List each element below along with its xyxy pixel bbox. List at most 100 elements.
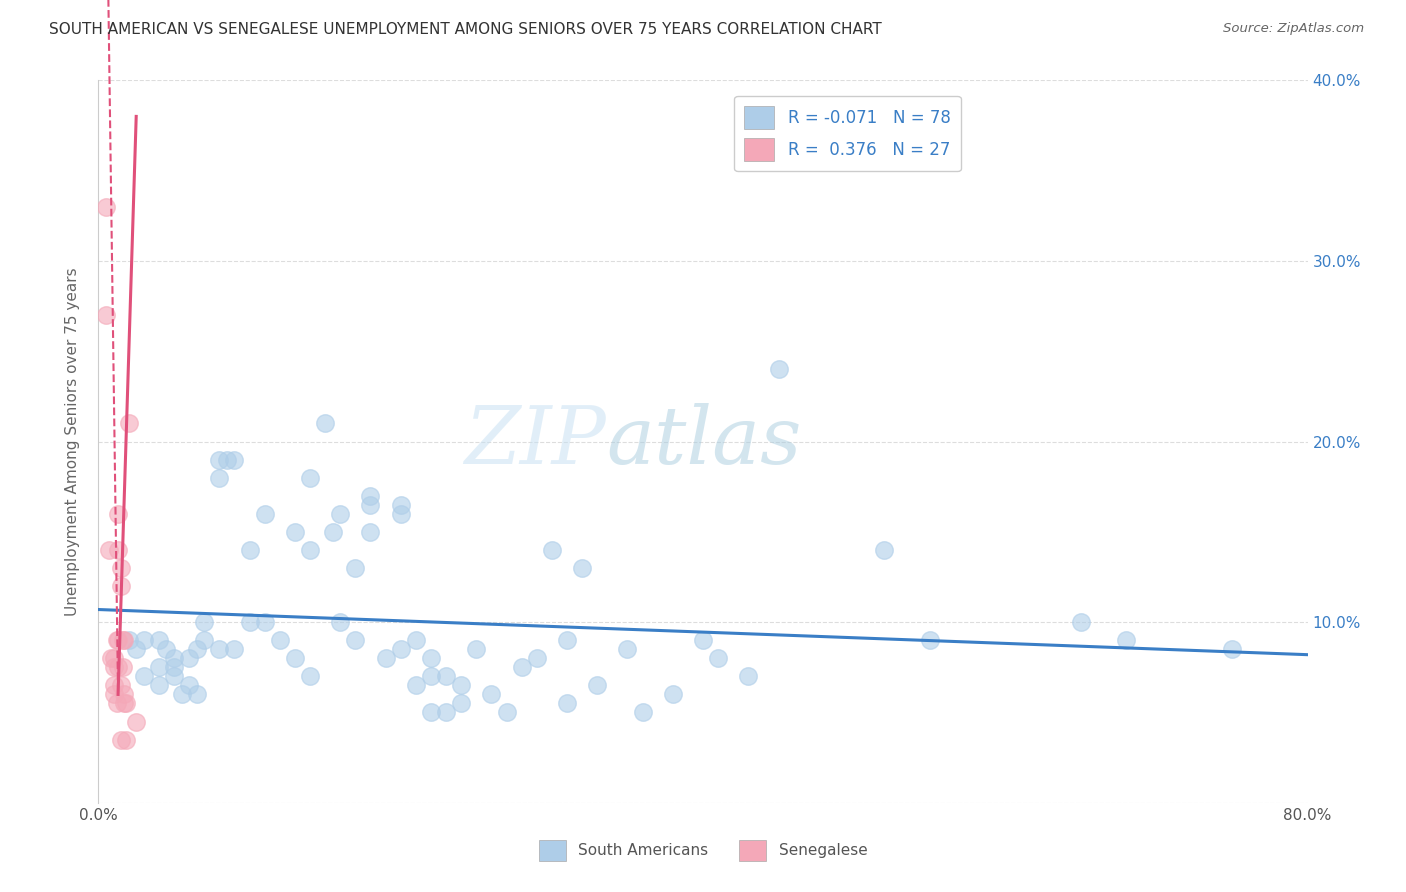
Point [186,642,208,657]
Point [420,669,443,683]
Point [329,615,352,630]
Point [155,642,177,657]
Text: Source: ZipAtlas.com: Source: ZipAtlas.com [1223,22,1364,36]
Point [1115,633,1137,648]
Point [208,642,231,657]
Point [107,507,129,521]
Point [112,697,135,711]
Point [405,633,427,648]
Point [111,660,134,674]
Point [360,489,382,503]
Point [707,651,730,665]
Point [125,642,148,657]
Point [360,524,382,539]
Point [873,542,896,557]
Legend: South Americans, Senegalese: South Americans, Senegalese [533,833,873,867]
Point [110,561,132,575]
Point [918,633,941,648]
Point [631,706,654,720]
Point [215,452,238,467]
Point [186,687,208,701]
Point [692,633,714,648]
Point [571,561,593,575]
Point [389,498,412,512]
Point [114,732,136,747]
Point [94,200,117,214]
Point [224,452,246,467]
Point [450,678,472,692]
Point [107,633,129,648]
Point [163,651,186,665]
Point [179,651,201,665]
Point [105,697,128,711]
Point [389,507,412,521]
Point [118,417,141,431]
Point [510,660,533,674]
Point [103,687,125,701]
Point [540,542,562,557]
Point [110,732,132,747]
Point [103,651,125,665]
Point [193,615,215,630]
Point [329,507,352,521]
Point [253,507,276,521]
Point [112,687,135,701]
Point [208,452,231,467]
Point [103,678,125,692]
Point [314,417,336,431]
Point [555,697,578,711]
Point [224,642,246,657]
Point [110,678,132,692]
Point [111,633,134,648]
Point [737,669,759,683]
Point [125,714,148,729]
Point [148,633,170,648]
Point [344,633,367,648]
Point [94,308,117,322]
Point [132,633,155,648]
Point [450,697,472,711]
Point [322,524,344,539]
Point [420,706,443,720]
Point [193,633,215,648]
Point [179,678,201,692]
Point [105,633,128,648]
Point [284,524,307,539]
Point [434,669,457,683]
Point [98,542,121,557]
Text: ZIP: ZIP [464,403,606,480]
Point [269,633,291,648]
Point [132,669,155,683]
Point [100,651,122,665]
Point [163,660,186,674]
Point [661,687,683,701]
Point [481,687,503,701]
Point [118,633,141,648]
Point [253,615,276,630]
Point [299,542,322,557]
Point [374,651,396,665]
Point [208,471,231,485]
Point [103,660,125,674]
Point [434,706,457,720]
Point [420,651,443,665]
Point [299,471,322,485]
Point [148,678,170,692]
Point [405,678,427,692]
Text: SOUTH AMERICAN VS SENEGALESE UNEMPLOYMENT AMONG SENIORS OVER 75 YEARS CORRELATIO: SOUTH AMERICAN VS SENEGALESE UNEMPLOYMEN… [49,22,882,37]
Point [768,362,790,376]
Point [526,651,548,665]
Point [1070,615,1092,630]
Y-axis label: Unemployment Among Seniors over 75 years: Unemployment Among Seniors over 75 years [65,268,80,615]
Point [112,633,135,648]
Point [107,542,129,557]
Point [284,651,307,665]
Point [239,615,262,630]
Point [555,633,578,648]
Point [360,498,382,512]
Point [344,561,367,575]
Point [163,669,186,683]
Text: atlas: atlas [606,403,801,480]
Point [239,542,262,557]
Point [586,678,609,692]
